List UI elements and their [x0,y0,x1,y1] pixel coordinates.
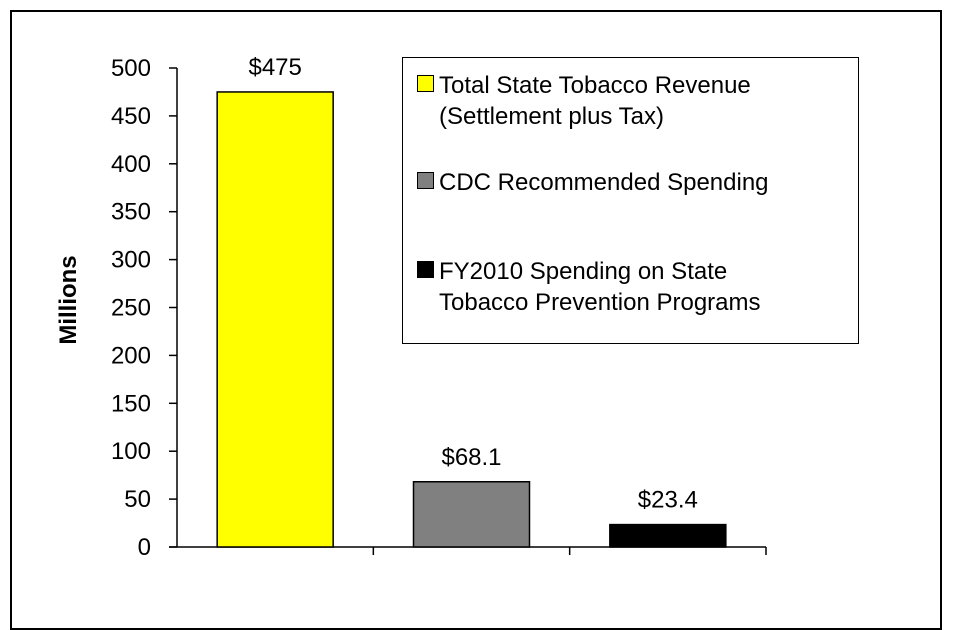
y-tick-label: 150 [111,390,151,417]
y-axis-title: Millions [55,255,82,344]
legend-swatch-cdc-recommended [417,172,434,189]
chart-legend: Total State Tobacco Revenue (Settlement … [402,57,859,344]
legend-item-fy2010-spending: FY2010 Spending on State Tobacco Prevent… [417,256,761,318]
bar-1 [216,91,334,548]
legend-label-total-revenue: Total State Tobacco Revenue (Settlement … [439,72,751,130]
y-tick-label: 50 [124,486,151,513]
y-tick-label: 200 [111,342,151,369]
bars: $475 $68.1 $23.4 [216,54,727,548]
legend-item-total-revenue: Total State Tobacco Revenue (Settlement … [417,70,751,132]
data-label-1: $475 [248,54,301,81]
legend-item-cdc-recommended: CDC Recommended Spending [417,167,769,198]
legend-swatch-fy2010-spending [417,261,434,278]
y-tick-label: 300 [111,247,151,274]
legend-swatch-total-revenue [417,75,434,92]
y-tick-label: 450 [111,103,151,130]
legend-label-fy2010-spending: FY2010 Spending on State Tobacco Prevent… [439,258,761,316]
data-label-3: $23.4 [638,487,698,514]
axes: 0 50 100 150 200 250 300 350 400 450 500 Millions [55,55,767,561]
y-tick-label: 400 [111,151,151,178]
y-tick-label: 250 [111,295,151,322]
bar-3 [609,523,727,548]
y-tick-label: 100 [111,438,151,465]
data-label-2: $68.1 [441,444,501,471]
legend-label-cdc-recommended: CDC Recommended Spending [439,169,769,196]
y-tick-label: 0 [138,534,151,561]
y-tick-label: 500 [111,55,151,82]
bar-2 [412,481,531,548]
y-tick-label: 350 [111,199,151,226]
